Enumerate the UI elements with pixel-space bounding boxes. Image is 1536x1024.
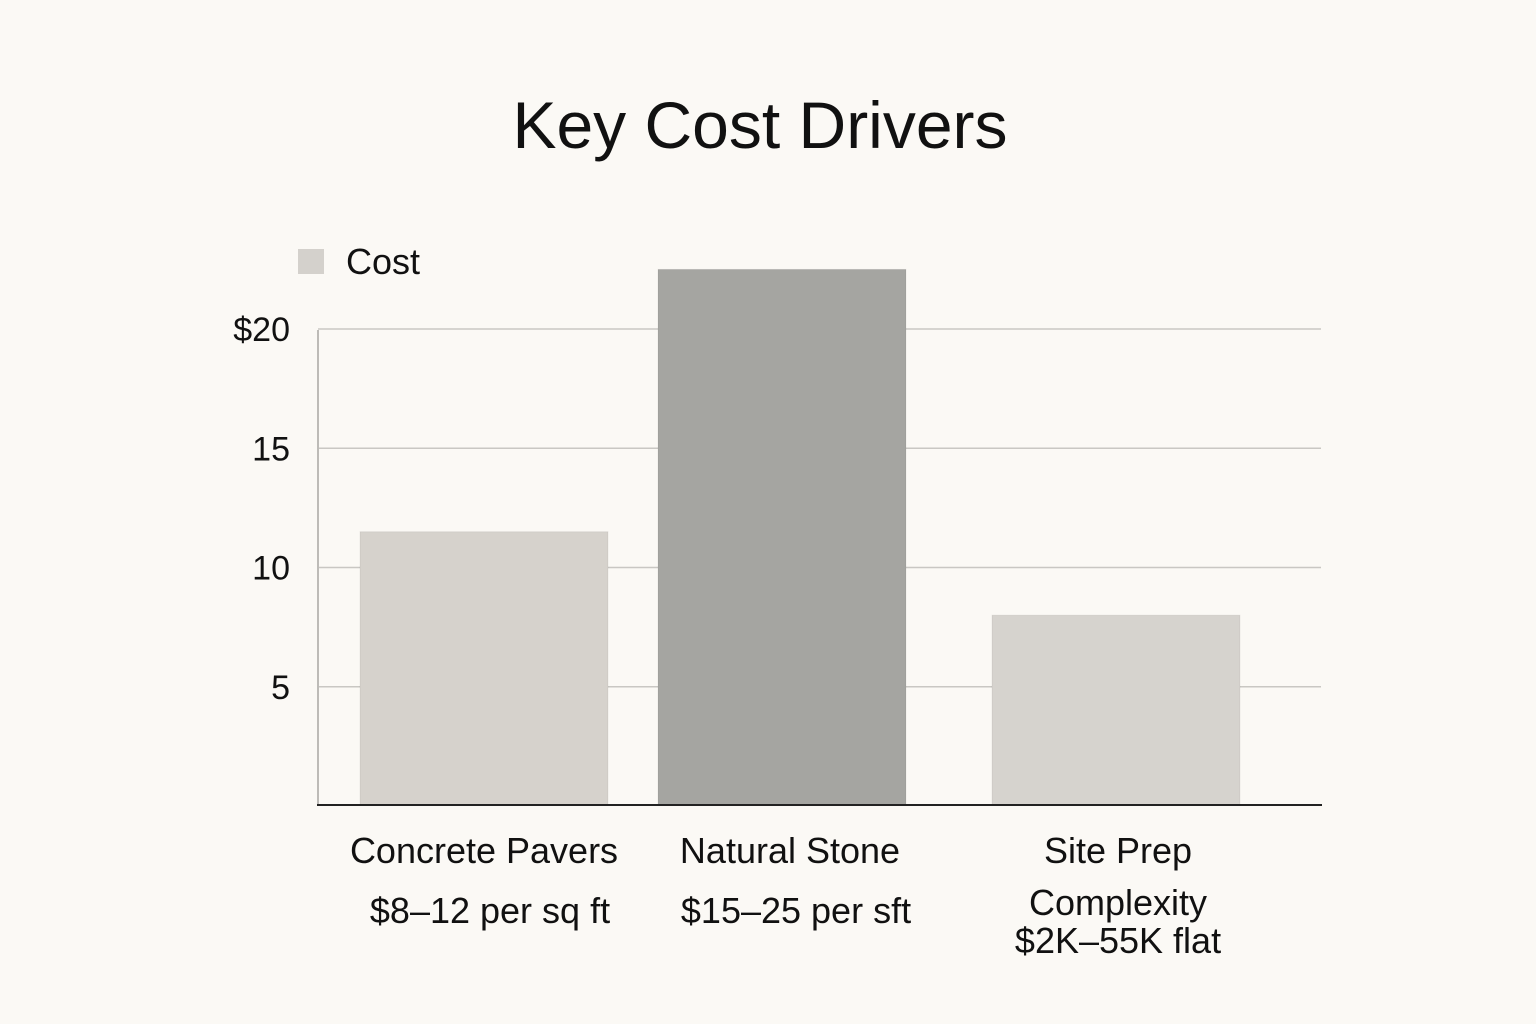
category-label: $15–25 per sft: [681, 890, 911, 931]
chart-title: Key Cost Drivers: [512, 88, 1007, 162]
legend-swatch: [298, 249, 324, 274]
category-label: $8–12 per sq ft: [370, 890, 610, 931]
y-tick-label: 15: [252, 430, 290, 468]
y-tick-label: 5: [271, 669, 290, 707]
category-labels: Concrete Pavers $8–12 per sq ft Natural St…: [350, 830, 1221, 961]
category-label: Site Prep: [1044, 830, 1192, 871]
category-label: Concrete Pavers: [350, 830, 618, 871]
category-label: Complexity: [1029, 882, 1207, 923]
y-tick-label: $20: [233, 311, 290, 349]
bar: [359, 531, 609, 806]
bar: [657, 268, 907, 806]
bar: [991, 614, 1241, 806]
y-tick-label: 10: [252, 550, 290, 588]
bars: [359, 268, 1241, 806]
category-label: $2K–55K flat: [1015, 920, 1221, 961]
legend-label: Cost: [346, 241, 420, 282]
category-label: Natural Stone: [680, 830, 900, 871]
y-tick-labels: 5 10 15 $20: [233, 311, 290, 707]
